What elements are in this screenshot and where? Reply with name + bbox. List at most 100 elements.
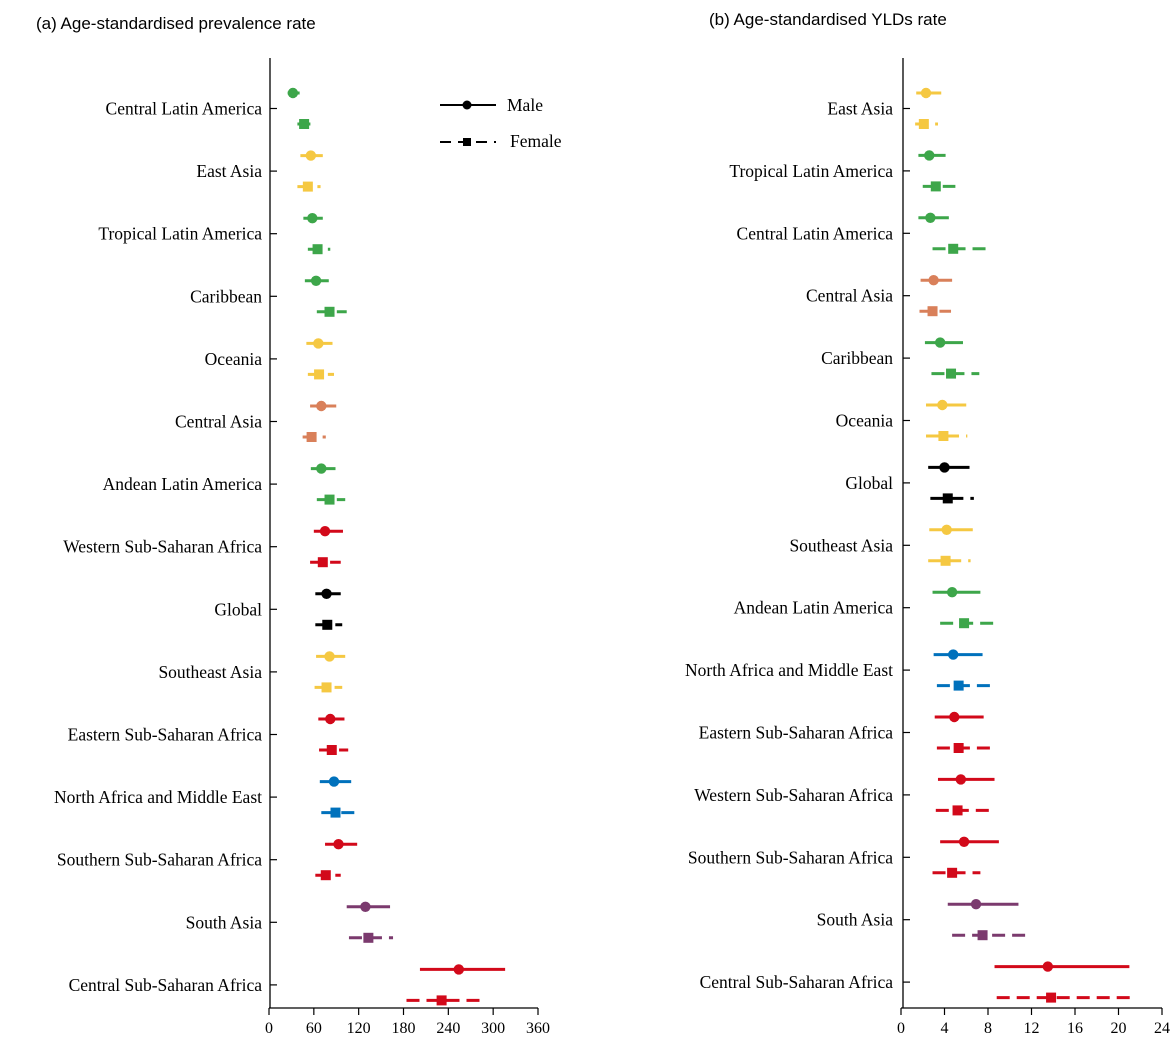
panel-a-x-tick-label-6: 360 xyxy=(526,1020,550,1037)
panel-a-male-point-8 xyxy=(321,588,332,599)
panel-a-region-label-13: South Asia xyxy=(186,912,263,932)
panel-b-region-label-0: East Asia xyxy=(827,99,893,119)
panel-a-female-point-5 xyxy=(306,432,317,442)
panel-a-female-point-4 xyxy=(314,369,325,380)
panel-b-female-point-7 xyxy=(940,555,951,566)
panel-b-male-point-12 xyxy=(958,836,970,847)
panel-b-female-point-10 xyxy=(953,743,964,753)
panel-a-x-tick-label-3: 180 xyxy=(392,1020,416,1037)
panel-a-male-point-3 xyxy=(310,275,322,286)
panel-a-female-point-9 xyxy=(321,682,332,693)
panel-b-region-label-8: Andean Latin America xyxy=(734,598,894,618)
panel-a-male-point-1 xyxy=(305,150,317,161)
panel-b-male-point-9 xyxy=(948,649,959,660)
panel-a-region-label-4: Oceania xyxy=(205,349,263,369)
panel-b-male-point-1 xyxy=(924,150,935,161)
panel-b-female-point-9 xyxy=(953,680,964,691)
legend-female-label: Female xyxy=(510,131,562,151)
panel-a-male-point-7 xyxy=(319,526,331,537)
panel-b-male-point-8 xyxy=(946,587,958,598)
panel-b-x-tick-label-5: 20 xyxy=(1111,1020,1127,1037)
panel-a-female-point-6 xyxy=(324,494,335,505)
panel-b-region-label-12: Southern Sub-Saharan Africa xyxy=(688,847,893,867)
panel-b-female-point-8 xyxy=(959,618,970,629)
panel-b-region-label-9: North Africa and Middle East xyxy=(685,660,893,680)
panel-a-region-label-1: East Asia xyxy=(196,161,262,181)
panel-b-male-point-13 xyxy=(970,899,982,910)
panel-a-male-point-0 xyxy=(287,87,299,99)
panel-a-male-point-2 xyxy=(307,213,318,224)
panel-a-male-point-12 xyxy=(333,839,344,850)
panel-b-female-point-13 xyxy=(977,930,988,941)
panel-a-x-tick-label-1: 60 xyxy=(306,1020,322,1037)
panel-a-region-label-0: Central Latin America xyxy=(106,99,263,119)
panel-a-female-point-11 xyxy=(330,807,341,818)
panel-b-x-tick-label-1: 4 xyxy=(941,1020,949,1037)
panel-b-male-point-5 xyxy=(937,399,948,411)
panel-b-male-point-2 xyxy=(925,212,936,223)
panel-b-female-point-12 xyxy=(947,867,958,878)
panel-a-female-point-10 xyxy=(326,745,337,755)
panel-b-female-point-4 xyxy=(946,368,957,379)
panel-b-female-point-1 xyxy=(930,181,941,192)
panel-a-x-tick-label-4: 240 xyxy=(436,1020,460,1037)
panel-b-region-label-13: South Asia xyxy=(817,910,894,930)
panel-a-male-point-4 xyxy=(313,338,324,349)
panel-b-region-label-2: Central Latin America xyxy=(737,223,894,243)
panel-a-female-point-14 xyxy=(436,995,447,1006)
panel-a-male-point-9 xyxy=(324,651,335,662)
panel-b-region-label-11: Western Sub-Saharan Africa xyxy=(694,785,893,805)
panel-a-female-point-2 xyxy=(312,244,323,255)
panel-b-region-label-6: Global xyxy=(845,473,893,493)
panel-a-male-point-5 xyxy=(316,400,327,412)
panel-b-region-label-4: Caribbean xyxy=(821,348,893,368)
panel-a-female-point-8 xyxy=(322,619,333,630)
panel-a-region-label-8: Global xyxy=(214,599,262,619)
panel-a-region-label-2: Tropical Latin America xyxy=(98,224,262,244)
panel-a-female-point-7 xyxy=(317,557,328,568)
panel-b-female-point-5 xyxy=(938,431,949,441)
panel-a-x-tick-label-5: 300 xyxy=(481,1020,505,1037)
panel-b-female-point-3 xyxy=(927,306,938,317)
panel-b-region-label-14: Central Sub-Saharan Africa xyxy=(700,972,894,992)
panel-a-male-point-11 xyxy=(328,776,340,787)
panel-b-male-point-7 xyxy=(941,524,952,535)
panel-b-male-point-6 xyxy=(939,462,950,473)
panel-a-female-point-0 xyxy=(299,119,310,129)
panel-a-title: (a) Age-standardised prevalence rate xyxy=(36,14,316,33)
panel-b-region-label-1: Tropical Latin America xyxy=(729,161,893,181)
panel-a-region-label-11: North Africa and Middle East xyxy=(54,787,262,807)
panel-b-male-point-14 xyxy=(1042,961,1054,972)
panel-a-region-label-3: Caribbean xyxy=(190,286,262,306)
panel-b-plot: 0 4 8 12 16 20 24 East Asia Tropical Latin Ameri… xyxy=(685,58,1170,1037)
legend: Male Female xyxy=(440,95,562,151)
panel-b-x-tick-label-0: 0 xyxy=(897,1020,905,1037)
panel-b-x-tick-label-6: 24 xyxy=(1154,1020,1170,1037)
panel-a-x-tick-label-0: 0 xyxy=(265,1020,273,1037)
panel-a-x-tick-label-2: 120 xyxy=(347,1020,371,1037)
panel-b-male-point-11 xyxy=(955,774,967,785)
panel-b-x-tick-label-2: 8 xyxy=(984,1020,992,1037)
panel-b-male-point-10 xyxy=(949,711,960,723)
panel-b-female-point-2 xyxy=(948,243,959,254)
panel-a-female-point-1 xyxy=(302,181,313,192)
panel-a-male-point-6 xyxy=(316,463,327,474)
panel-a-region-label-5: Central Asia xyxy=(175,412,262,432)
panel-b-male-point-0 xyxy=(920,87,932,99)
panel-b-female-point-0 xyxy=(918,119,929,129)
legend-male-marker xyxy=(462,100,472,110)
panel-a-female-point-3 xyxy=(324,306,335,317)
panel-b-male-point-3 xyxy=(928,275,939,286)
panel-a-male-point-13 xyxy=(360,901,371,912)
panel-b-female-point-6 xyxy=(942,493,953,504)
panel-a-region-label-7: Western Sub-Saharan Africa xyxy=(63,537,262,557)
panel-a-plot: 0 60 120 180 240 300 360 Central Latin America E… xyxy=(54,58,550,1037)
panel-b-region-label-3: Central Asia xyxy=(806,286,893,306)
panel-b-female-point-14 xyxy=(1046,992,1057,1003)
panel-a-region-label-12: Southern Sub-Saharan Africa xyxy=(57,850,262,870)
legend-female-marker xyxy=(463,138,471,146)
panel-b-region-label-7: Southeast Asia xyxy=(789,535,893,555)
legend-male-label: Male xyxy=(507,95,543,115)
panel-a-region-label-9: Southeast Asia xyxy=(158,662,262,682)
